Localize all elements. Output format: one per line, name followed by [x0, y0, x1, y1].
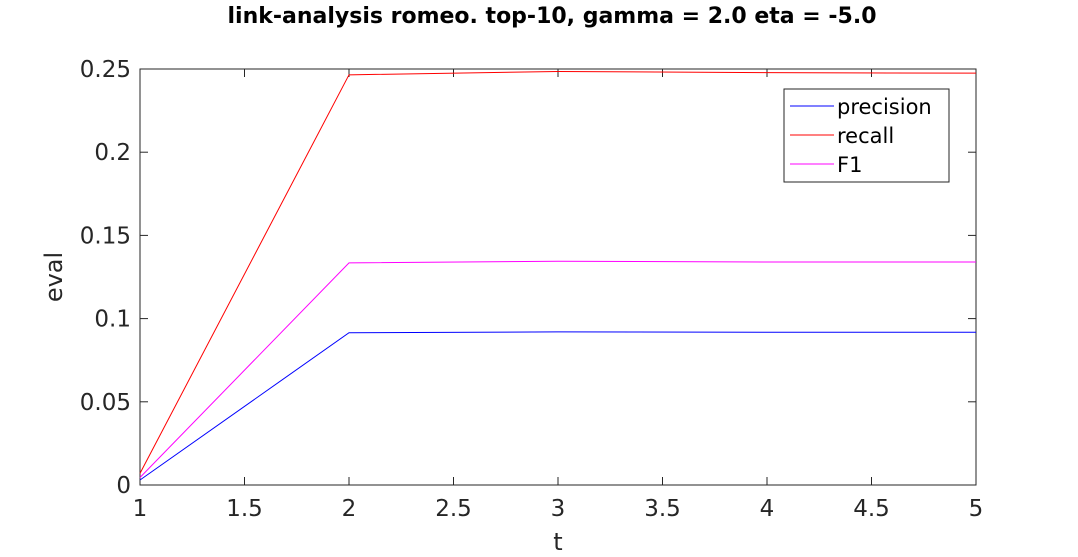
y-tick-label: 0.05: [80, 390, 131, 416]
x-tick-label: 2.5: [435, 496, 472, 522]
x-tick-label: 3.5: [644, 496, 681, 522]
x-tick-label: 5: [969, 496, 984, 522]
y-tick-label: 0: [116, 473, 131, 499]
legend-label-f1: F1: [837, 153, 862, 177]
legend-label-precision: precision: [837, 95, 932, 119]
y-tick-label: 0.25: [80, 57, 131, 83]
x-tick-label: 4.5: [853, 496, 890, 522]
x-tick-label: 3: [551, 496, 566, 522]
series-line-precision: [139, 331, 976, 481]
chart-title: link-analysis romeo. top-10, gamma = 2.0…: [227, 4, 876, 29]
x-tick-label: 2: [342, 496, 357, 522]
y-axis-label: eval: [40, 252, 68, 302]
y-tick-label: 0.1: [94, 307, 131, 333]
series-line-f1: [139, 260, 976, 478]
y-tick-label: 0.2: [94, 140, 131, 166]
x-axis-label: t: [553, 528, 562, 556]
y-tick-label: 0.15: [80, 223, 131, 249]
legend: precision recall F1: [783, 88, 950, 183]
plot-area: 1 1.5 2 2.5 3 3.5 4 4.5 5 0 0.05 0.1 0.15 0.2 0.25 prec…: [80, 57, 984, 522]
x-tick-label: 1.5: [226, 496, 263, 522]
x-tick-label: 1: [133, 496, 148, 522]
legend-label-recall: recall: [837, 124, 894, 148]
series-line-recall: [139, 70, 977, 474]
x-tick-label: 4: [760, 496, 775, 522]
